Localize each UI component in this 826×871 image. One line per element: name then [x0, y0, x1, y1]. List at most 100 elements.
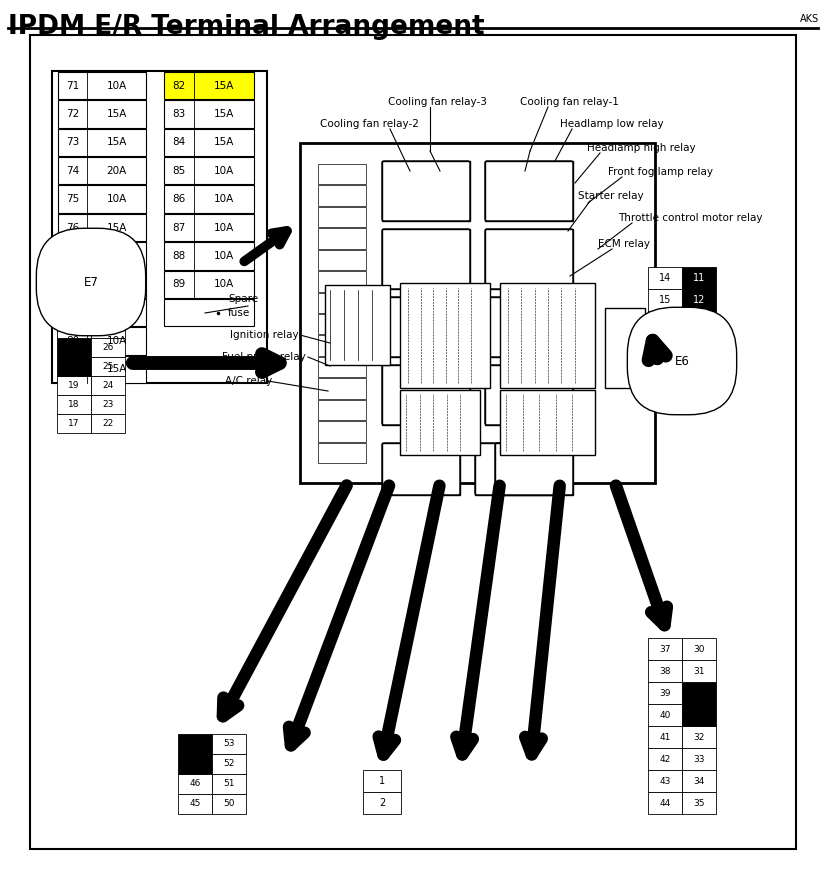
Bar	[58, 157, 146, 185]
Text: 24: 24	[102, 381, 114, 390]
Text: 88: 88	[173, 251, 186, 260]
Text: 13: 13	[693, 317, 705, 327]
Bar	[500, 390, 595, 455]
Bar	[485, 161, 573, 221]
Bar	[648, 267, 682, 289]
Text: 80: 80	[66, 336, 79, 346]
Bar	[318, 335, 366, 356]
Text: 28: 28	[102, 305, 114, 314]
Bar	[164, 271, 254, 298]
Bar	[500, 283, 595, 388]
Bar	[300, 143, 655, 483]
Text: 81: 81	[66, 364, 79, 375]
Text: 42: 42	[659, 754, 671, 764]
FancyBboxPatch shape	[485, 365, 573, 425]
Bar	[58, 213, 146, 241]
Text: 12: 12	[693, 295, 705, 305]
Bar	[682, 792, 716, 814]
Bar	[58, 271, 146, 298]
Text: 20A: 20A	[107, 280, 126, 289]
Bar	[58, 242, 146, 269]
Bar	[682, 682, 716, 704]
Text: 15A: 15A	[107, 364, 126, 375]
Bar	[485, 297, 573, 357]
Bar	[58, 129, 146, 156]
Text: 10A: 10A	[214, 194, 234, 204]
Text: 75: 75	[66, 194, 79, 204]
Bar	[605, 308, 645, 388]
Text: 15A: 15A	[107, 222, 126, 233]
Text: Cooling fan relay-3: Cooling fan relay-3	[388, 97, 487, 107]
Text: 33: 33	[693, 754, 705, 764]
Bar	[682, 660, 716, 682]
Bar	[648, 682, 682, 704]
Bar	[318, 314, 366, 334]
Bar	[648, 770, 682, 792]
Bar	[682, 638, 716, 660]
Text: E7: E7	[83, 275, 98, 288]
Text: 23: 23	[102, 400, 114, 409]
Text: 31: 31	[693, 666, 705, 676]
Text: 10A: 10A	[107, 81, 126, 91]
Text: 41: 41	[659, 733, 671, 741]
Bar	[52, 71, 267, 383]
Text: 83: 83	[173, 109, 186, 119]
Text: 14: 14	[659, 273, 671, 283]
Bar	[682, 267, 716, 289]
Bar	[363, 770, 401, 792]
Text: 52: 52	[223, 760, 235, 768]
Bar	[58, 72, 146, 99]
Bar	[318, 357, 366, 377]
Text: 2: 2	[379, 798, 385, 808]
Text: 27: 27	[102, 324, 114, 333]
Text: 26: 26	[102, 343, 114, 352]
Bar	[648, 792, 682, 814]
Bar	[91, 300, 125, 319]
Text: 85: 85	[173, 165, 186, 176]
Bar	[382, 443, 460, 495]
Bar	[382, 297, 470, 357]
Bar	[363, 792, 401, 814]
Text: 25: 25	[102, 362, 114, 371]
Bar	[485, 229, 573, 289]
Text: 10A: 10A	[214, 251, 234, 260]
Bar	[648, 726, 682, 748]
Text: 19: 19	[69, 381, 80, 390]
Text: 43: 43	[659, 777, 671, 786]
Bar	[57, 376, 91, 395]
Text: 87: 87	[173, 222, 186, 233]
Bar	[318, 400, 366, 420]
Text: 74: 74	[66, 165, 79, 176]
FancyBboxPatch shape	[485, 229, 573, 289]
Text: 79: 79	[66, 307, 79, 318]
Bar	[58, 299, 146, 327]
Bar	[648, 660, 682, 682]
Text: 20: 20	[69, 324, 79, 333]
Bar	[495, 443, 573, 495]
Text: 10A: 10A	[214, 222, 234, 233]
Text: 37: 37	[659, 645, 671, 653]
Text: 50: 50	[223, 800, 235, 808]
Bar	[164, 299, 254, 327]
Bar	[164, 213, 254, 241]
Bar	[682, 311, 716, 333]
Bar	[648, 748, 682, 770]
Bar	[648, 289, 682, 311]
Text: 32: 32	[693, 733, 705, 741]
Bar	[212, 794, 246, 814]
Text: 82: 82	[173, 81, 186, 91]
Text: 35: 35	[693, 799, 705, 807]
FancyBboxPatch shape	[382, 161, 470, 221]
Text: 11: 11	[693, 273, 705, 283]
Bar	[164, 157, 254, 185]
Bar	[91, 319, 125, 338]
Text: 73: 73	[66, 138, 79, 147]
Bar	[91, 338, 125, 357]
Bar	[682, 770, 716, 792]
Text: Headlamp high relay: Headlamp high relay	[587, 143, 695, 153]
Text: E6: E6	[675, 354, 690, 368]
Bar	[178, 794, 212, 814]
Bar	[57, 414, 91, 433]
Bar	[91, 376, 125, 395]
Text: 15: 15	[659, 295, 672, 305]
